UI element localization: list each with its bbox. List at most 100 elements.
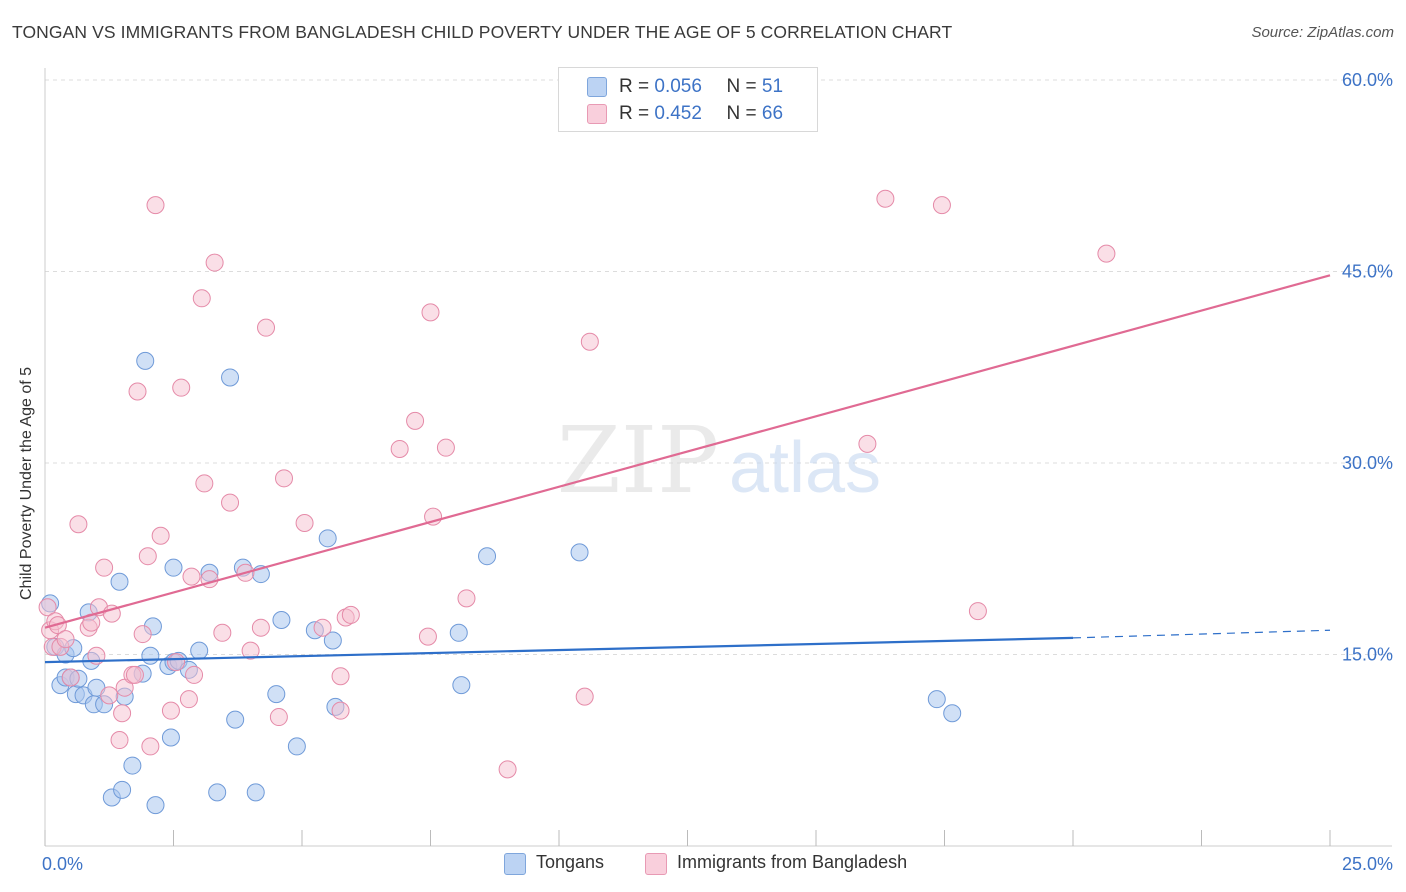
data-point-bangladesh (257, 318, 276, 337)
data-point-bangladesh (876, 189, 895, 208)
data-point-bangladesh (113, 704, 132, 723)
trend-line-bangladesh (44, 274, 1331, 629)
y-tick-label: 30.0% (1342, 453, 1393, 473)
data-point-bangladesh (195, 474, 214, 493)
data-point-bangladesh (95, 558, 114, 577)
bottom-legend-label-tongans: Tongans (536, 852, 605, 872)
data-point-bangladesh (61, 668, 80, 687)
bottom-legend-swatch-pink (645, 853, 667, 875)
data-point-bangladesh (575, 687, 594, 706)
data-point-bangladesh (498, 760, 517, 779)
legend-r-value: 0.056 (654, 76, 702, 97)
data-point-bangladesh (406, 411, 425, 430)
data-point-bangladesh (251, 618, 270, 637)
series-tongans-points (41, 351, 962, 815)
data-point-bangladesh (932, 196, 951, 215)
series-bangladesh-points (38, 189, 1116, 779)
bottom-legend-swatch-blue (504, 853, 526, 875)
data-point-tongans (226, 710, 245, 729)
data-point-bangladesh (56, 630, 75, 649)
data-point-bangladesh (138, 547, 157, 566)
data-point-bangladesh (580, 332, 599, 351)
legend-swatch-blue (587, 77, 607, 97)
data-point-tongans (123, 756, 142, 775)
bottom-legend-label-bangladesh: Immigrants from Bangladesh (677, 852, 908, 872)
data-point-bangladesh (192, 289, 211, 308)
data-point-tongans (267, 685, 286, 704)
legend-text-bangladesh: R = 0.452 N = 66 (619, 103, 783, 125)
data-point-bangladesh (341, 605, 360, 624)
data-point-bangladesh (269, 708, 288, 727)
data-point-tongans (246, 783, 265, 802)
trend-lines (44, 274, 1331, 664)
data-point-bangladesh (221, 493, 240, 512)
data-point-bangladesh (161, 701, 180, 720)
data-point-tongans (323, 631, 342, 650)
data-point-bangladesh (213, 623, 232, 642)
data-point-tongans (113, 780, 132, 799)
data-point-tongans (478, 547, 497, 566)
data-point-tongans (110, 572, 129, 591)
data-point-tongans (141, 646, 160, 665)
data-point-tongans (190, 641, 209, 660)
legend-n-label: N = (726, 76, 757, 97)
legend-n-label: N = (726, 103, 757, 124)
y-tick-label: 45.0% (1342, 262, 1393, 282)
data-point-tongans (164, 558, 183, 577)
watermark-atlas: atlas (729, 428, 881, 508)
data-point-bangladesh (331, 701, 350, 720)
data-point-tongans (221, 368, 240, 387)
legend-r-label: R = (619, 103, 650, 124)
data-point-tongans (161, 728, 180, 747)
data-point-bangladesh (205, 253, 224, 272)
x-tick-label: 0.0% (42, 854, 83, 874)
y-tick-label: 15.0% (1342, 645, 1393, 665)
data-point-bangladesh (313, 618, 332, 637)
legend-n-value: 51 (761, 76, 784, 97)
legend-r-label: R = (619, 76, 650, 97)
data-point-tongans (136, 351, 155, 370)
data-point-bangladesh (151, 526, 170, 545)
x-tick-label: 25.0% (1342, 854, 1393, 874)
tick-labels: 15.0% 30.0% 45.0% 60.0% 0.0% 25.0% (42, 70, 1393, 874)
data-point-bangladesh (146, 196, 165, 215)
chart-title: TONGAN VS IMMIGRANTS FROM BANGLADESH CHI… (12, 22, 953, 42)
data-point-bangladesh (38, 598, 57, 617)
data-point-bangladesh (295, 514, 314, 533)
source-label: Source: ZipAtlas.com (1251, 24, 1394, 41)
data-point-tongans (208, 783, 227, 802)
data-point-bangladesh (141, 737, 160, 756)
data-point-bangladesh (167, 653, 186, 672)
watermark-zip: ZIP (557, 407, 719, 514)
correlation-legend: R = 0.056 N = 51 R = 0.452 N = 66 (558, 67, 818, 132)
legend-r-value: 0.452 (654, 103, 702, 124)
data-point-bangladesh (418, 627, 437, 646)
data-point-bangladesh (133, 625, 152, 644)
legend-text-tongans: R = 0.056 N = 51 (619, 76, 783, 98)
data-point-tongans (943, 704, 962, 723)
legend-n-value: 66 (761, 103, 784, 124)
data-point-bangladesh (390, 439, 409, 458)
data-point-bangladesh (331, 667, 350, 686)
data-point-bangladesh (275, 469, 294, 488)
trend-line-tongans-extension (1072, 629, 1331, 639)
data-point-bangladesh (69, 515, 88, 534)
data-point-bangladesh (110, 731, 129, 750)
data-point-bangladesh (1097, 244, 1116, 263)
y-tick-label: 60.0% (1342, 70, 1393, 90)
data-point-tongans (318, 529, 337, 548)
data-point-bangladesh (185, 665, 204, 684)
data-point-tongans (570, 543, 589, 562)
data-point-bangladesh (172, 378, 191, 397)
data-point-bangladesh (100, 686, 119, 705)
data-point-bangladesh (179, 690, 198, 709)
data-point-bangladesh (436, 438, 455, 457)
y-axis-label: Child Poverty Under the Age of 5 (18, 366, 35, 600)
data-point-bangladesh (858, 434, 877, 453)
data-point-tongans (449, 623, 468, 642)
data-point-bangladesh (421, 303, 440, 322)
data-point-bangladesh (125, 665, 144, 684)
data-point-tongans (927, 690, 946, 709)
axes (44, 68, 1392, 847)
